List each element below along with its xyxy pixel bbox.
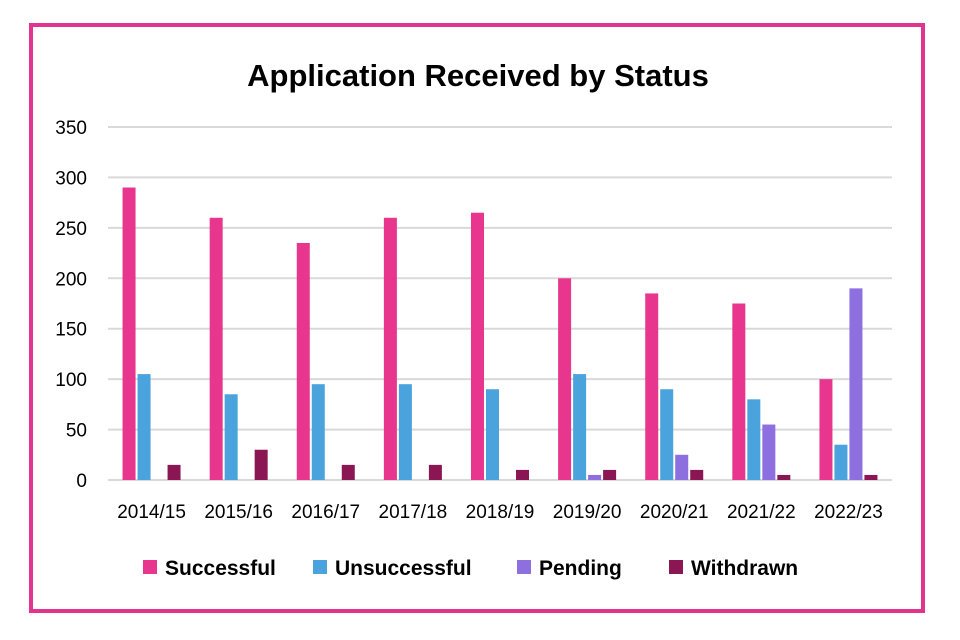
y-tick-label: 250: [55, 219, 87, 240]
legend-swatch-unsuccessful: [313, 560, 327, 574]
bar-withdrawn-2022-23: [864, 474, 878, 480]
bar-unsuccessful-2017-18: [398, 384, 412, 480]
legend-label-successful: Successful: [165, 557, 276, 580]
bar-successful-2017-18: [383, 217, 397, 480]
y-tick-label: 100: [55, 370, 87, 391]
x-tick-label: 2015/16: [204, 502, 273, 523]
bar-unsuccessful-2020-21: [660, 389, 674, 480]
bar-withdrawn-2016-17: [341, 464, 355, 480]
bar-successful-2018-19: [471, 212, 484, 480]
bar-withdrawn-2014-15: [167, 464, 181, 480]
x-tick-label: 2016/17: [291, 502, 360, 523]
x-tick-label: 2019/20: [553, 502, 622, 523]
bars: [122, 187, 878, 480]
bar-successful-2016-17: [296, 242, 310, 480]
y-tick-label: 350: [55, 118, 87, 139]
bar-pending-2019-20: [588, 474, 602, 480]
bar-successful-2019-20: [558, 278, 572, 480]
bar-withdrawn-2017-18: [428, 464, 442, 480]
bar-unsuccessful-2015-16: [224, 394, 238, 480]
x-tick-label: 2017/18: [379, 502, 448, 523]
legend-swatch-successful: [143, 560, 157, 574]
x-tick-label: 2020/21: [640, 502, 709, 523]
bar-successful-2015-16: [209, 217, 223, 480]
x-tick-label: 2021/22: [727, 502, 796, 523]
bar-successful-2014-15: [122, 187, 136, 480]
x-tick-label: 2018/19: [466, 502, 535, 523]
legend-swatch-pending: [517, 560, 531, 574]
bar-unsuccessful-2018-19: [486, 389, 499, 480]
y-tick-label: 50: [66, 421, 87, 442]
legend-label-pending: Pending: [539, 557, 622, 580]
bar-unsuccessful-2016-17: [311, 384, 325, 480]
bar-withdrawn-2015-16: [254, 449, 268, 480]
bar-withdrawn-2018-19: [516, 469, 529, 480]
bar-unsuccessful-2019-20: [573, 374, 587, 480]
bar-successful-2020-21: [645, 293, 659, 480]
bar-pending-2021-22: [762, 424, 776, 480]
bar-pending-2022-23: [849, 288, 863, 480]
bar-withdrawn-2020-21: [690, 469, 704, 480]
gridlines: [108, 126, 892, 481]
legend-label-unsuccessful: Unsuccessful: [335, 557, 472, 580]
y-axis: 0 50 100 150 200 250 300 350: [55, 118, 87, 492]
x-axis: 2014/15 2015/16 2016/17 2017/18 2018/19 2019/…: [117, 502, 883, 523]
bar-successful-2021-22: [732, 303, 746, 480]
bar-successful-2022-23: [819, 379, 833, 480]
bar-unsuccessful-2022-23: [834, 444, 848, 480]
bar-unsuccessful-2014-15: [137, 374, 151, 480]
legend-label-withdrawn: Withdrawn: [691, 557, 798, 580]
bar-withdrawn-2021-22: [777, 474, 791, 480]
y-tick-label: 300: [55, 168, 87, 189]
bar-withdrawn-2019-20: [603, 469, 617, 480]
y-tick-label: 200: [55, 269, 87, 290]
x-tick-label: 2022/23: [814, 502, 883, 523]
bar-unsuccessful-2021-22: [747, 399, 761, 480]
legend: Successful Unsuccessful Pending Withdrawn: [143, 557, 798, 580]
legend-swatch-withdrawn: [669, 560, 683, 574]
x-tick-label: 2014/15: [117, 502, 186, 523]
y-tick-label: 150: [55, 320, 87, 341]
y-tick-label: 0: [76, 471, 87, 492]
chart-title: Application Received by Status: [247, 58, 709, 93]
bar-pending-2020-21: [675, 454, 689, 480]
